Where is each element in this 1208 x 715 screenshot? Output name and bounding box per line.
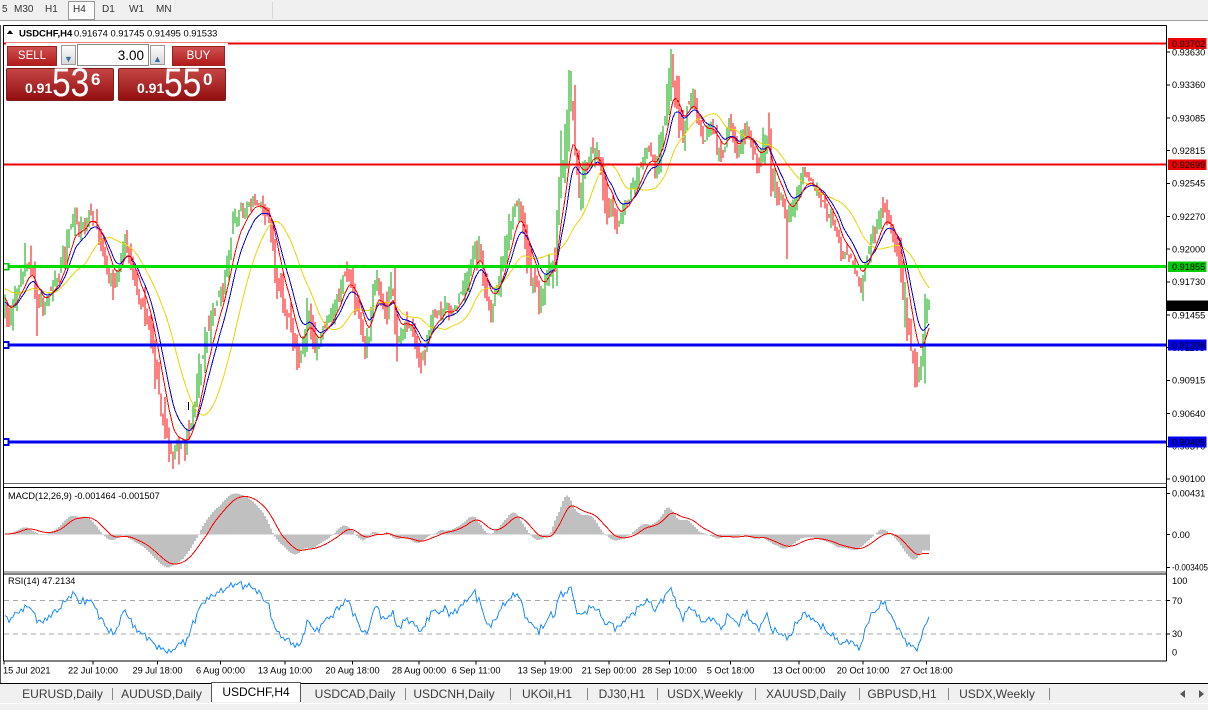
svg-text:13 Sep 19:00: 13 Sep 19:00 xyxy=(518,666,573,676)
svg-text:100: 100 xyxy=(1172,576,1187,586)
svg-text:0.91455: 0.91455 xyxy=(1172,310,1205,320)
svg-text:0.91533: 0.91533 xyxy=(1171,301,1204,311)
svg-text:6 Aug 00:00: 6 Aug 00:00 xyxy=(196,666,245,676)
svg-text:0.92000: 0.92000 xyxy=(1172,245,1205,255)
svg-text:RSI(14) 47.2134: RSI(14) 47.2134 xyxy=(8,576,75,586)
svg-text:-0.003405: -0.003405 xyxy=(1172,563,1208,573)
svg-text:20 Oct 10:00: 20 Oct 10:00 xyxy=(837,666,890,676)
svg-text:MACD(12,26,9) -0.001464 -0.001: MACD(12,26,9) -0.001464 -0.001507 xyxy=(8,491,160,501)
svg-text:28 Aug 00:00: 28 Aug 00:00 xyxy=(392,666,446,676)
svg-text:0.91730: 0.91730 xyxy=(1172,277,1205,287)
svg-text:0: 0 xyxy=(1172,647,1177,657)
svg-text:0.90100: 0.90100 xyxy=(1172,474,1205,484)
svg-text:0.92699: 0.92699 xyxy=(1172,160,1205,170)
svg-text:0.93085: 0.93085 xyxy=(1172,113,1205,123)
svg-text:0.93702: 0.93702 xyxy=(1172,39,1205,49)
svg-text:USDCHF,H4: USDCHF,H4 xyxy=(19,29,73,40)
svg-text:0.90640: 0.90640 xyxy=(1172,409,1205,419)
svg-text:22 Jul 10:00: 22 Jul 10:00 xyxy=(68,666,118,676)
svg-text:70: 70 xyxy=(1172,596,1182,606)
svg-text:0.92545: 0.92545 xyxy=(1172,179,1205,189)
svg-text:13 Oct 00:00: 13 Oct 00:00 xyxy=(773,666,826,676)
svg-text:0.00: 0.00 xyxy=(1172,530,1190,540)
svg-text:20 Aug 18:00: 20 Aug 18:00 xyxy=(325,666,379,676)
svg-text:0.00431: 0.00431 xyxy=(1172,489,1205,499)
svg-text:0.91855: 0.91855 xyxy=(1172,262,1205,272)
svg-text:21 Sep 00:00: 21 Sep 00:00 xyxy=(582,666,637,676)
svg-text:0.91674 0.91745 0.91495 0.9153: 0.91674 0.91745 0.91495 0.91533 xyxy=(74,28,217,39)
svg-text:0.91208: 0.91208 xyxy=(1172,341,1205,351)
svg-text:0.93360: 0.93360 xyxy=(1172,80,1205,90)
svg-text:0.92270: 0.92270 xyxy=(1172,212,1205,222)
svg-text:29 Jul 18:00: 29 Jul 18:00 xyxy=(132,666,182,676)
svg-text:30: 30 xyxy=(1172,629,1182,639)
svg-text:28 Sep 10:00: 28 Sep 10:00 xyxy=(642,666,697,676)
svg-text:27 Oct 18:00: 27 Oct 18:00 xyxy=(900,666,953,676)
svg-text:0.92815: 0.92815 xyxy=(1172,146,1205,156)
svg-text:6 Sep 11:00: 6 Sep 11:00 xyxy=(452,666,501,676)
svg-text:15 Jul 2021: 15 Jul 2021 xyxy=(3,666,51,676)
svg-text:0.90405: 0.90405 xyxy=(1172,438,1205,448)
svg-text:5 Oct 18:00: 5 Oct 18:00 xyxy=(707,666,755,676)
svg-text:0.90915: 0.90915 xyxy=(1172,376,1205,386)
svg-text:13 Aug 10:00: 13 Aug 10:00 xyxy=(258,666,312,676)
